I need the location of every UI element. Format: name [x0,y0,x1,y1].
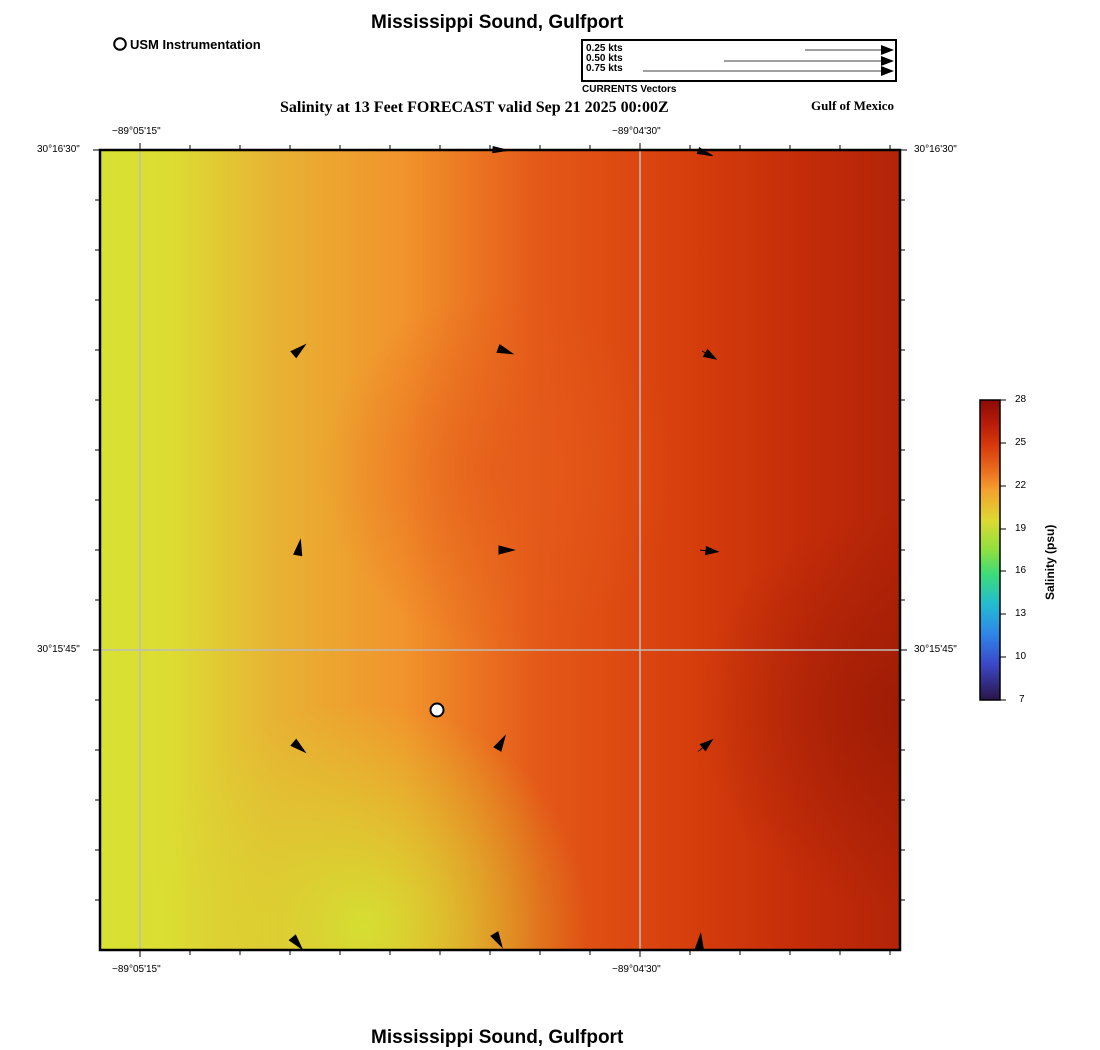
arrow-icon [290,738,307,754]
colorbar-tick-label: 7 [1019,694,1025,705]
colorbar-tick-label: 16 [1015,565,1027,576]
frame-ticks [93,143,907,957]
current-legend-item-3: 0.75 kts [586,63,623,74]
colorbar-tick-label: 10 [1015,651,1027,662]
arrow-icon [290,343,307,359]
arrow-icon [492,146,509,154]
map-subtitle: Salinity at 13 Feet FORECAST valid Sep 2… [280,99,669,116]
footer-title: Mississippi Sound, Gulfport [371,1027,624,1048]
lat-tick-label: 30°16'30" [37,144,80,155]
arrow-icon [699,545,720,556]
lat-tick-label: 30°15'45" [914,644,957,655]
arrow-icon [701,348,718,360]
arrow-icon [493,734,506,752]
colorbar-label: Salinity (psu) [1043,524,1057,600]
lon-tick-label: −89°05'15" [112,126,161,137]
lat-tick-label: 30°16'30" [914,144,957,155]
arrow-icon [496,344,515,355]
arrow-icon [643,45,894,76]
current-legend-item-1: 0.25 kts [586,43,623,54]
map-title: Mississippi Sound, Gulfport [371,12,624,33]
arrow-icon [288,934,304,951]
currents-legend-caption: CURRENTS Vectors [582,84,677,95]
arrow-icon [293,538,303,557]
arrow-icon [698,738,714,752]
arrow-icon [490,931,503,949]
arrow-icon [694,932,704,950]
colorbar-tick-label: 13 [1015,608,1027,619]
lat-tick-label: 30°15'45" [37,644,80,655]
colorbar-tick-label: 28 [1015,394,1027,405]
station-marker-icon[interactable] [429,702,445,718]
graticule [100,150,900,950]
current-vectors [288,146,720,951]
current-legend-arrows [643,45,894,76]
lon-tick-label: −89°04'30" [612,964,661,975]
lon-tick-label: −89°05'15" [112,964,161,975]
region-label: Gulf of Mexico [811,98,895,113]
current-legend-item-2: 0.50 kts [586,53,623,64]
colorbar-tick-label: 25 [1015,437,1027,448]
colorbar [979,399,1006,701]
colorbar-tick-label: 22 [1015,480,1027,491]
arrow-icon [696,147,713,157]
lon-tick-label: −89°04'30" [612,126,661,137]
arrow-icon [498,545,516,555]
station-legend-label: USM Instrumentation [130,37,261,52]
colorbar-tick-label: 19 [1015,523,1027,534]
currents-legend-box: 0.25 kts 0.50 kts 0.75 kts [581,39,897,82]
station-legend-marker-icon [113,37,127,51]
